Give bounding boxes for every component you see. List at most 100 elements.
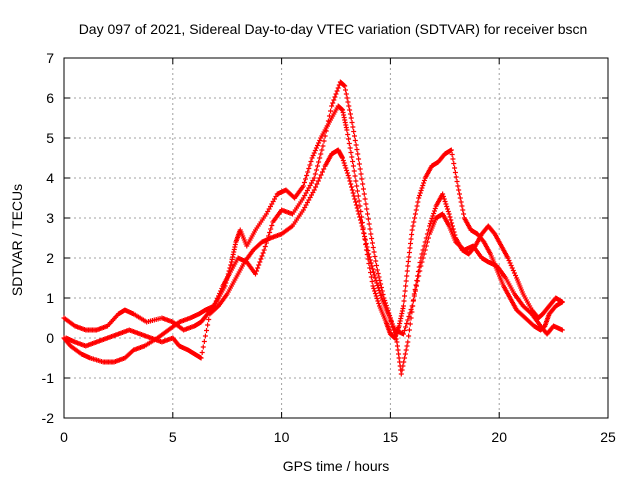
data-point xyxy=(344,127,350,133)
x-tick-label: 25 xyxy=(600,429,616,445)
data-point xyxy=(451,161,457,166)
data-point xyxy=(367,257,373,263)
data-point xyxy=(354,188,360,194)
data-point xyxy=(367,226,373,232)
data-point xyxy=(402,288,408,294)
data-point xyxy=(366,254,372,260)
data-point xyxy=(423,243,429,249)
data-point xyxy=(419,185,425,191)
data-point xyxy=(368,274,374,280)
data-point xyxy=(347,178,353,184)
data-point xyxy=(448,147,454,153)
data-point xyxy=(313,145,319,151)
data-point xyxy=(311,150,317,156)
data-point xyxy=(341,160,347,166)
data-point xyxy=(376,288,382,293)
data-point xyxy=(412,215,418,221)
data-point xyxy=(360,181,366,187)
data-point xyxy=(409,303,415,309)
data-point xyxy=(412,288,418,294)
data-point xyxy=(418,188,424,193)
data-point xyxy=(403,283,409,289)
data-point xyxy=(421,251,427,257)
data-point xyxy=(421,178,427,183)
data-point xyxy=(345,173,351,178)
data-point xyxy=(415,199,421,205)
data-point xyxy=(252,271,258,277)
series-trace-c xyxy=(63,147,565,361)
data-point xyxy=(359,223,365,229)
x-tick-label: 5 xyxy=(169,429,177,445)
data-point xyxy=(350,163,356,169)
axis-ticks: 0 5 10 15 20 25 -2 -1 0 1 2 3 4 5 6 7 xyxy=(42,50,616,445)
data-point xyxy=(459,203,465,209)
data-point xyxy=(407,245,413,251)
data-point xyxy=(335,85,341,91)
data-point xyxy=(422,247,428,253)
data-point xyxy=(368,231,374,237)
data-point xyxy=(406,333,412,339)
data-point xyxy=(355,193,361,199)
data-point xyxy=(315,178,321,184)
data-point xyxy=(409,232,415,237)
data-point xyxy=(400,363,406,369)
data-point xyxy=(199,350,205,355)
data-point xyxy=(372,275,378,281)
data-point xyxy=(364,206,370,212)
data-point xyxy=(401,359,407,365)
data-point xyxy=(362,237,368,243)
data-point xyxy=(314,181,320,187)
data-point xyxy=(361,191,367,197)
data-point xyxy=(333,91,339,97)
data-point xyxy=(315,163,321,169)
x-axis-label: GPS time / hours xyxy=(283,458,390,474)
data-point xyxy=(267,230,273,235)
data-point xyxy=(409,227,415,233)
y-tick-label: 3 xyxy=(46,210,54,226)
data-point xyxy=(313,184,319,190)
data-point xyxy=(353,178,359,184)
data-point xyxy=(347,107,353,113)
data-point xyxy=(356,161,362,167)
data-point xyxy=(446,211,452,217)
data-point xyxy=(343,165,349,171)
data-point xyxy=(317,138,323,143)
data-point xyxy=(348,115,354,121)
data-point xyxy=(404,321,410,326)
data-point xyxy=(372,254,378,259)
data-point xyxy=(461,211,467,217)
data-point xyxy=(456,191,462,197)
data-point xyxy=(420,255,426,261)
data-point xyxy=(365,248,371,253)
data-point xyxy=(257,259,263,265)
data-point xyxy=(365,211,371,217)
y-tick-label: -1 xyxy=(42,370,55,386)
data-point xyxy=(261,247,267,253)
data-point xyxy=(318,151,324,157)
data-point xyxy=(357,214,363,220)
data-point xyxy=(321,138,327,144)
data-point xyxy=(372,288,378,294)
data-point xyxy=(378,293,384,298)
plot-frame xyxy=(63,57,609,419)
data-point xyxy=(351,133,357,139)
data-point xyxy=(403,324,409,330)
data-point xyxy=(413,207,419,213)
data-point xyxy=(402,293,408,299)
data-point xyxy=(260,250,266,256)
data-point xyxy=(416,195,422,201)
data-point xyxy=(334,88,340,94)
data-point xyxy=(325,118,331,124)
data-point xyxy=(348,181,354,187)
data-point xyxy=(346,103,352,109)
data-point xyxy=(366,251,372,257)
data-point xyxy=(316,140,322,146)
data-point xyxy=(364,244,370,250)
x-tick-label: 10 xyxy=(274,429,290,445)
data-point xyxy=(305,169,311,175)
data-point xyxy=(360,227,366,232)
data-point xyxy=(350,159,356,164)
data-point xyxy=(317,155,323,161)
y-tick-label: -2 xyxy=(42,410,55,426)
